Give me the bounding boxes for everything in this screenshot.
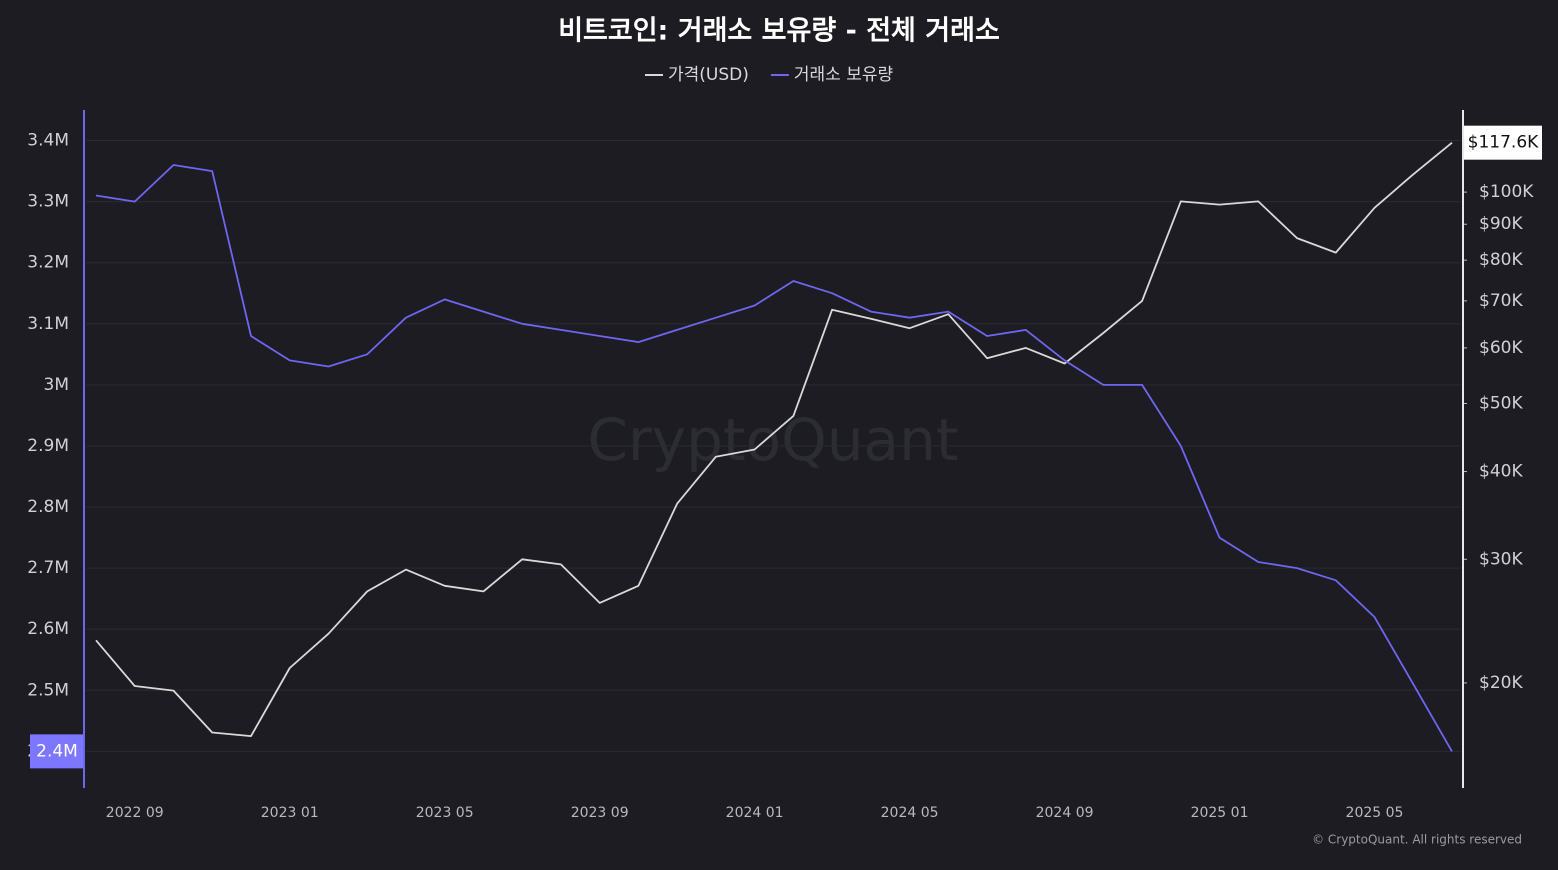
y-tick-label: 3.2M [27,253,69,273]
y-tick-label: 3.1M [27,314,69,334]
x-tick-label: 2023 09 [571,805,629,821]
watermark: CryptoQuant [587,406,958,474]
y2-tick-label: $50K [1479,393,1523,413]
y2-tick-label: $20K [1479,673,1523,693]
y2-tick-label: $80K [1479,250,1523,270]
current-label-box [30,734,83,769]
x-tick-label: 2022 09 [106,805,164,821]
y2-tick-label: $60K [1479,338,1523,358]
y-tick-label: 3M [44,375,69,395]
y2-tick-label: $100K [1479,182,1534,202]
y-tick-label: 3.4M [27,131,69,151]
x-tick-label: 2023 01 [261,805,319,821]
x-tick-label: 2025 05 [1346,805,1404,821]
y-tick-label: 2.6M [27,619,69,639]
legend-label: 거래소 보유량 [794,65,894,85]
x-tick-label: 2023 05 [416,805,474,821]
y-tick-label: 3.3M [27,192,69,212]
x-tick-label: 2024 05 [881,805,939,821]
current-label-box [1464,125,1542,160]
y2-tick-label: $90K [1479,214,1523,234]
x-tick-label: 2024 01 [726,805,784,821]
legend-label: 가격(USD) [668,65,749,85]
current-label: $117.6K [1468,133,1539,153]
series-line [95,164,1453,752]
copyright: © CryptoQuant. All rights reserved [1312,833,1522,847]
y2-tick-label: $30K [1479,549,1523,569]
x-tick-label: 2025 01 [1191,805,1249,821]
y-tick-label: 2.9M [27,436,69,456]
y-tick-label: 2.7M [27,558,69,578]
series-line [95,142,1453,737]
y2-tick-label: $70K [1479,291,1523,311]
y-tick-label: 2.5M [27,680,69,700]
y2-tick-label: $40K [1479,462,1523,482]
y-tick-label: 2.8M [27,497,69,517]
current-label: 2.4M [36,741,78,761]
x-tick-label: 2024 09 [1036,805,1094,821]
chart-title: 비트코인: 거래소 보유량 - 전체 거래소 [558,16,1000,47]
